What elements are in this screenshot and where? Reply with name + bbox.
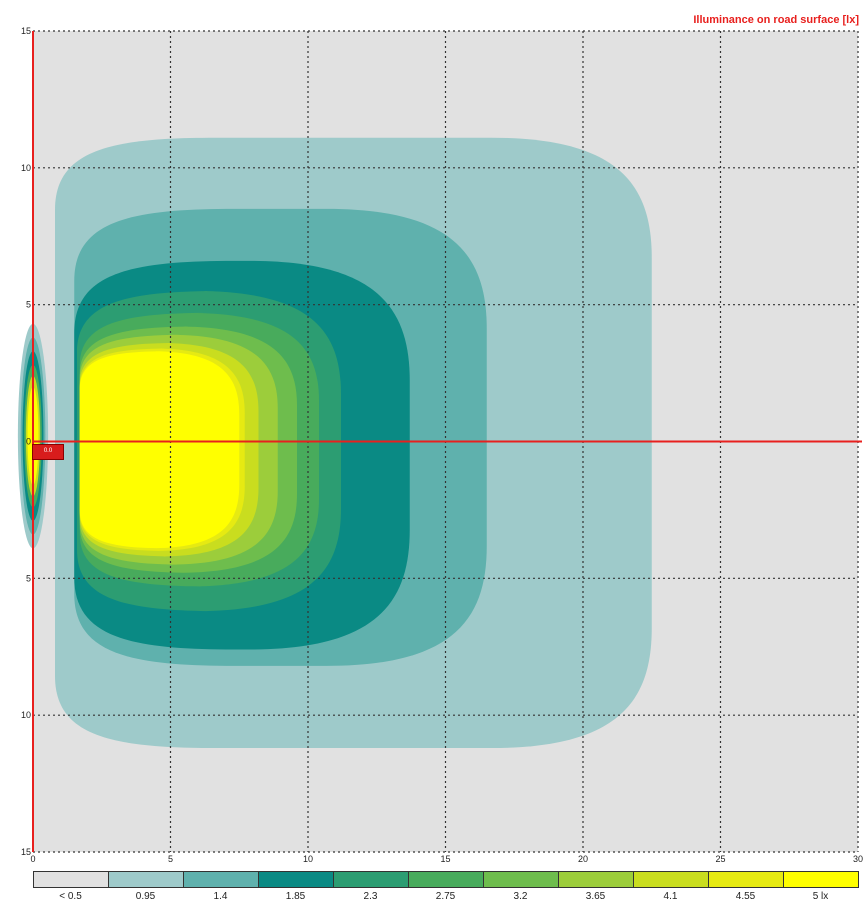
x-tick-label: 15: [440, 854, 450, 864]
legend-swatch: [558, 871, 634, 888]
legend-swatch: [408, 871, 484, 888]
legend-swatch: [783, 871, 859, 888]
x-tick-label: 10: [303, 854, 313, 864]
legend-swatch: [183, 871, 259, 888]
legend-label: 4.1: [663, 891, 678, 902]
x-tick-label: 20: [578, 854, 588, 864]
legend-label: 2.75: [435, 891, 456, 902]
y-tick-label: 0: [26, 437, 31, 447]
legend-swatch: [483, 871, 559, 888]
x-tick-label: 25: [715, 854, 725, 864]
legend-swatch: [333, 871, 409, 888]
y-tick-label: 5: [26, 300, 31, 310]
legend-label: < 0.5: [59, 891, 82, 902]
color-legend: < 0.5 0.95 1.4 1.85 2.3 2.75 3.2 3.65 4.1 4.55 5 l…: [33, 871, 859, 909]
legend-label: 1.85: [285, 891, 306, 902]
legend-label: 0.95: [135, 891, 156, 902]
x-tick-label: 5: [168, 854, 173, 864]
y-tick-label: 5: [26, 573, 31, 583]
legend-label: 4.55: [735, 891, 756, 902]
light-source-marker: 0.0: [32, 443, 64, 460]
legend-label: 2.3: [363, 891, 378, 902]
y-tick-label: 10: [21, 163, 31, 173]
legend-label: 5 lx: [812, 891, 829, 902]
legend-swatch: [633, 871, 709, 888]
y-tick-label: 15: [21, 847, 31, 857]
legend-swatch: [258, 871, 334, 888]
legend-swatch: [108, 871, 184, 888]
x-tick-label: 0: [30, 854, 35, 864]
y-tick-label: 15: [21, 26, 31, 36]
legend-label: 1.4: [213, 891, 228, 902]
y-tick-label: 10: [21, 710, 31, 720]
contour-5-lx: [79, 351, 240, 549]
legend-swatch: [33, 871, 109, 888]
x-tick-label: 30: [853, 854, 863, 864]
chart-title: Illuminance on road surface [lx]: [693, 14, 859, 26]
legend-swatch: [708, 871, 784, 888]
legend-label: 3.65: [585, 891, 606, 902]
legend-label: 3.2: [513, 891, 528, 902]
